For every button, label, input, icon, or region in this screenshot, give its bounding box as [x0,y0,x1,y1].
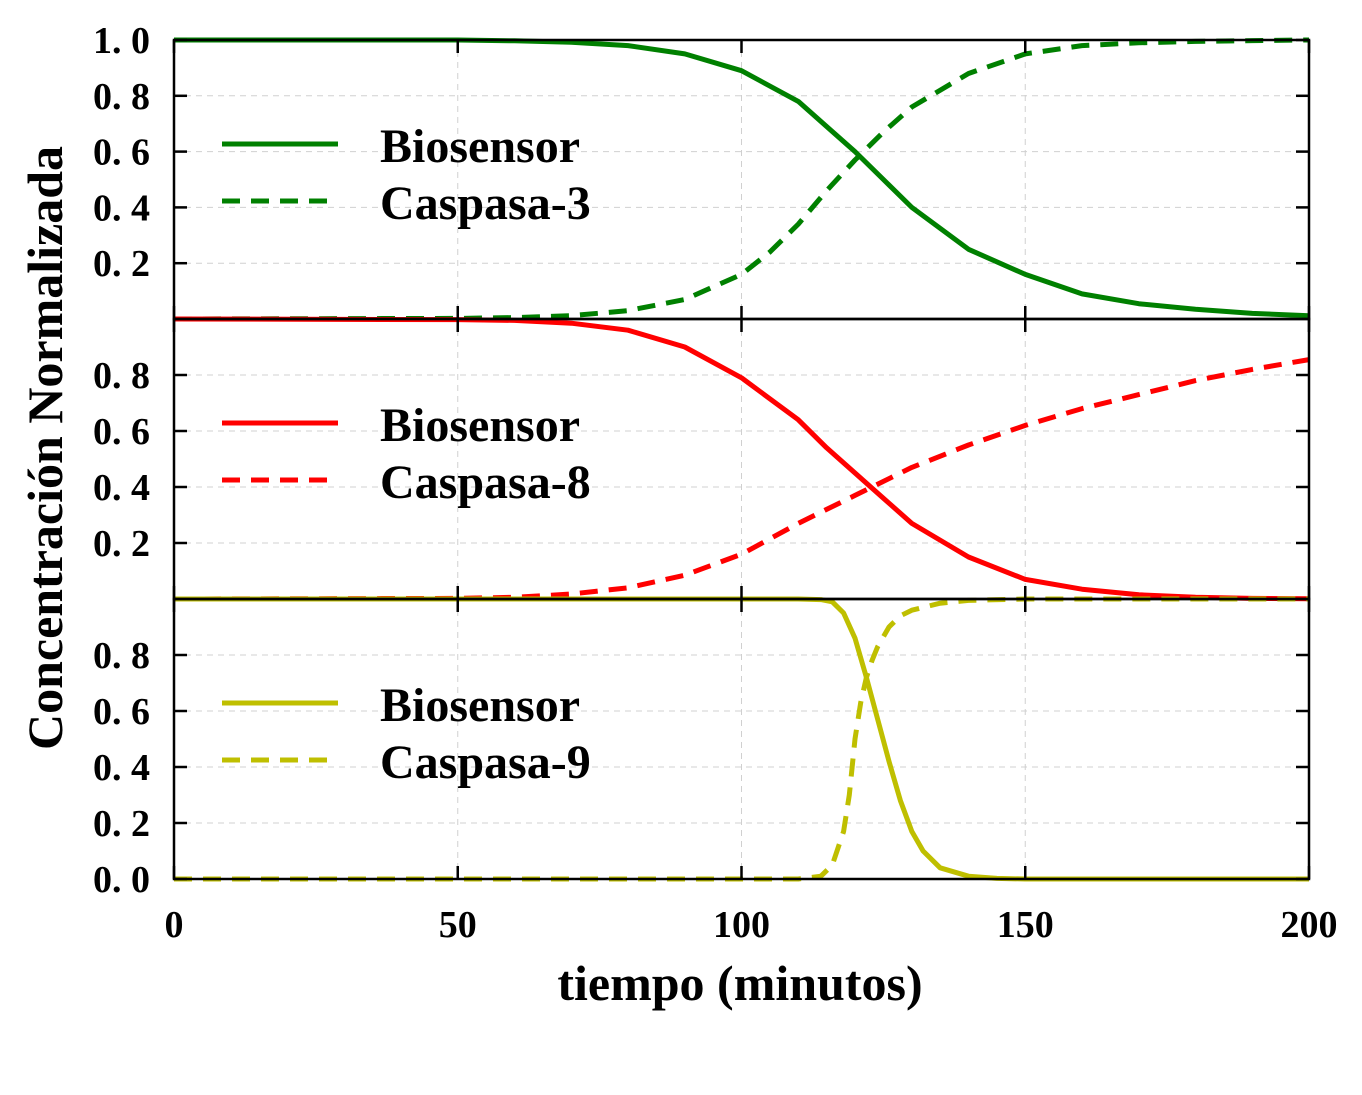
x-tick-label: 150 [997,904,1054,946]
legend-label: Caspasa-3 [380,177,591,230]
series-line-biosensor [174,596,1309,882]
y-tick-label: 0. 8 [93,635,150,677]
y-tick-label: 0. 8 [93,355,150,397]
legend-label: Biosensor [380,399,580,452]
y-tick-label: 0. 0 [93,859,150,901]
legend-label: Biosensor [380,679,580,732]
y-tick-label: 0. 2 [93,243,150,285]
legend-label: Caspasa-8 [380,456,591,509]
y-tick-label: 0. 8 [93,76,150,118]
series-line-biosensor [173,316,1310,602]
y-tick-label: 0. 4 [93,187,150,229]
panel-frame [172,38,1311,321]
y-tick-label: 0. 4 [93,467,150,509]
y-tick-label: 0. 2 [93,803,150,845]
panel-frame [172,317,1311,601]
series-line-caspasa-9 [174,596,1309,882]
x-tick-label: 200 [1281,904,1338,946]
tick-labels: 0. 2 0. 4 0. 6 0. 8 1. 0 0. 2 0. 4 0. 6 0. 8 0. 0… [93,20,1338,946]
x-tick-label: 0 [165,904,184,946]
grid [174,40,1309,879]
y-tick-label: 1. 0 [93,20,150,62]
series-line-caspasa-8 [173,357,1310,602]
series-line-biosensor [174,37,1310,319]
y-tick-label: 0. 4 [93,747,150,789]
plot-lines [173,37,1310,882]
x-tick-label: 100 [713,904,770,946]
x-axis-label: tiempo (minutos) [557,955,922,1011]
axes-frame [172,38,1311,881]
y-tick-label: 0. 2 [93,523,150,565]
legends: BiosensorCaspasa-3BiosensorCaspasa-8Bios… [222,120,591,789]
x-tick-label: 50 [439,904,477,946]
series-line-caspasa-3 [173,37,1310,322]
panel-frame [172,597,1311,881]
y-tick-label: 0. 6 [93,691,150,733]
legend-label: Biosensor [380,120,580,173]
legend-label: Caspasa-9 [380,736,591,789]
y-tick-label: 0. 6 [93,411,150,453]
y-axis-label: Concentración Normalizada [17,146,73,750]
y-tick-label: 0. 6 [93,132,150,174]
